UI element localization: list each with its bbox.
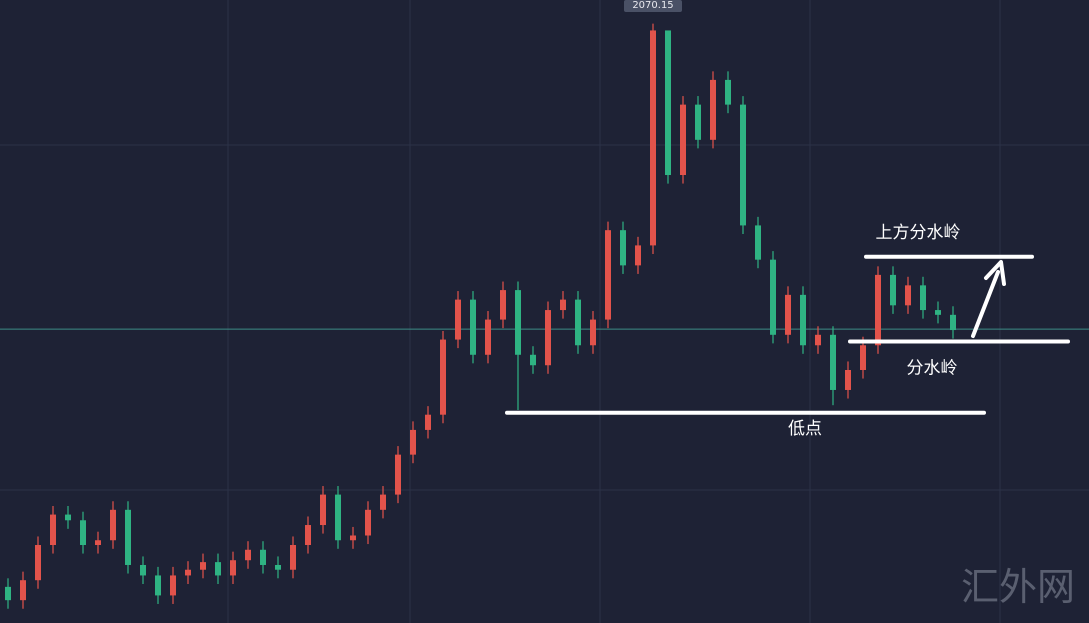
candle-body — [275, 564, 281, 570]
candle-body — [50, 514, 56, 546]
candle-body — [710, 79, 716, 140]
candle-body — [515, 290, 521, 355]
candle-body — [560, 299, 566, 311]
candle-body — [395, 454, 401, 495]
candle-body — [485, 319, 491, 355]
candle-body — [890, 274, 896, 306]
candle-body — [590, 319, 596, 346]
arrow-head — [984, 260, 1006, 286]
candle-body — [470, 299, 476, 355]
candle-body — [260, 549, 266, 565]
candle-body — [65, 514, 71, 521]
candle-body — [335, 494, 341, 541]
watermark: 汇外网 — [961, 565, 1075, 609]
candle-body — [725, 79, 731, 105]
candle-body — [740, 104, 746, 226]
candle-body — [860, 345, 866, 370]
candle-body — [155, 575, 161, 596]
candle-body — [380, 494, 386, 510]
candle-body — [770, 259, 776, 335]
candle-body — [950, 314, 956, 331]
candle-body — [5, 586, 11, 601]
candle-body — [545, 310, 551, 366]
candle-body — [800, 294, 806, 346]
candle-body — [455, 299, 461, 340]
candle-body — [125, 509, 131, 565]
candle-body — [290, 545, 296, 570]
candle-body — [80, 520, 86, 546]
candle-body — [20, 580, 26, 601]
candle-body — [410, 429, 416, 455]
candle-body — [185, 569, 191, 576]
candle-body — [650, 30, 656, 246]
candle-body — [905, 285, 911, 306]
candle-body — [305, 525, 311, 546]
candle-body — [140, 564, 146, 576]
candle-body — [200, 562, 206, 570]
candle-body — [110, 509, 116, 541]
annotation-label: 上方分水岭 — [876, 223, 961, 243]
candle-body — [620, 230, 626, 266]
candle-body — [215, 562, 221, 576]
arrow-shaft — [971, 270, 1000, 338]
high-label: 2070.15 — [632, 0, 673, 11]
candle-body — [680, 104, 686, 176]
candle-body — [845, 369, 851, 390]
candle-body — [35, 545, 41, 581]
candle-body — [530, 354, 536, 366]
candle-body — [605, 230, 611, 320]
candle-body — [755, 225, 761, 260]
candle-body — [230, 560, 236, 576]
candle-body — [875, 274, 881, 346]
candle-body — [95, 540, 101, 546]
candle-body — [920, 285, 926, 311]
candle-body — [665, 30, 671, 176]
candle-body — [500, 290, 506, 320]
candle-body — [695, 104, 701, 140]
candle-body — [365, 509, 371, 536]
annotation-label: 低点 — [788, 419, 822, 439]
candle-body — [575, 299, 581, 346]
candle-body — [170, 575, 176, 596]
candle-body — [245, 549, 251, 561]
candle-body — [935, 310, 941, 315]
high-label-box — [624, 0, 682, 12]
candle-body — [830, 334, 836, 390]
candle-body — [350, 535, 356, 541]
candle-body — [635, 245, 641, 266]
candle-body — [425, 414, 431, 430]
candle-body — [440, 339, 446, 415]
candle-body — [785, 294, 791, 335]
candle-body — [320, 494, 326, 526]
annotation-label: 分水岭 — [907, 358, 958, 378]
candle-body — [815, 334, 821, 346]
